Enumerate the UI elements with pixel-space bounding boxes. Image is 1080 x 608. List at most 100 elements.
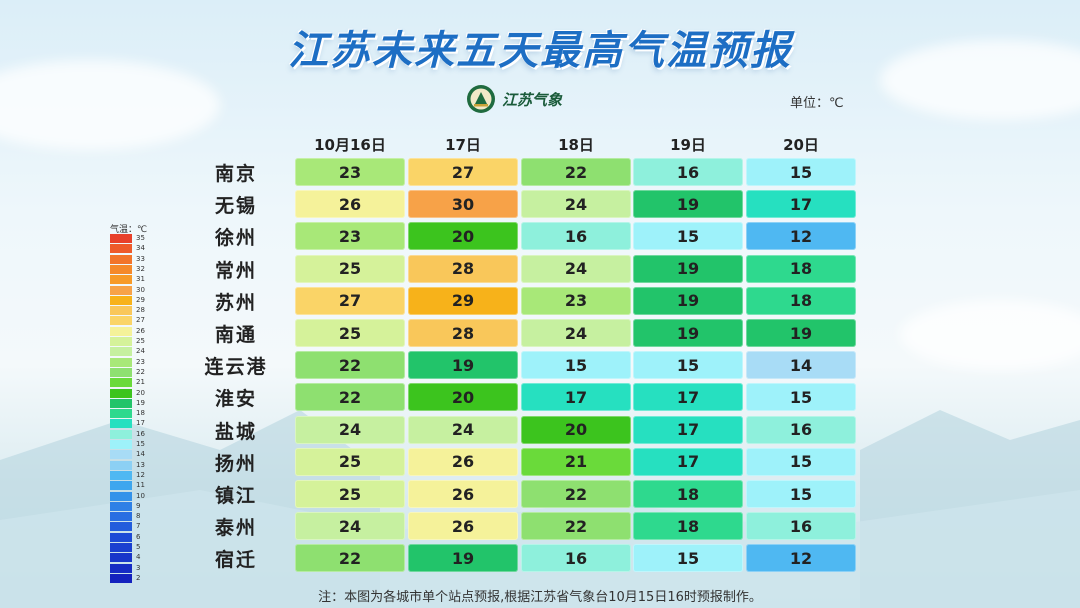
legend-swatch	[110, 429, 132, 439]
legend-label: 30	[136, 285, 145, 294]
city-label: 无锡	[214, 195, 257, 218]
legend-swatch	[110, 440, 132, 449]
legend-swatch	[110, 573, 132, 583]
legend-swatch	[110, 326, 132, 336]
temperature-cell: 18	[633, 512, 743, 541]
temperature-cell: 23	[295, 158, 405, 186]
temperature-cell: 30	[408, 190, 518, 219]
temperature-cell: 15	[633, 544, 743, 573]
temperature-cell: 15	[746, 383, 856, 412]
temperature-cell: 24	[408, 415, 518, 444]
temperature-cell: 19	[633, 286, 743, 315]
temperature-cell: 24	[521, 319, 631, 347]
date-header: 19日	[670, 136, 706, 154]
legend-label: 5	[136, 543, 141, 551]
legend-label: 26	[136, 326, 145, 335]
background-cloud	[0, 60, 220, 150]
temperature-cell: 28	[408, 254, 518, 283]
city-label: 镇江	[214, 485, 257, 507]
legend-label: 16	[136, 429, 145, 438]
temperature-cell: 19	[408, 544, 518, 573]
legend-label: 22	[136, 367, 145, 376]
legend-label: 7	[136, 522, 141, 531]
temperature-cell: 15	[633, 351, 743, 380]
temperature-cell: 22	[521, 158, 631, 186]
legend-swatch	[110, 306, 132, 316]
legend-label: 32	[136, 264, 145, 273]
temperature-cell: 20	[408, 383, 518, 412]
temperature-cell: 22	[521, 512, 631, 541]
temperature-cell: 15	[746, 158, 856, 186]
legend-swatch	[110, 388, 132, 398]
legend-label: 20	[136, 388, 145, 397]
temperature-cell: 26	[408, 512, 518, 541]
temperature-cell: 12	[746, 222, 856, 251]
temperature-cell: 14	[746, 351, 856, 380]
city-label: 徐州	[214, 227, 257, 250]
date-header: 17日	[445, 136, 481, 154]
temperature-cell: 24	[521, 254, 631, 283]
legend-swatch	[110, 285, 132, 295]
temperature-cell: 16	[746, 415, 856, 444]
temperature-cell: 18	[746, 286, 856, 315]
legend-label: 34	[136, 244, 145, 253]
temperature-cell: 22	[295, 351, 405, 380]
legend-swatch	[110, 264, 132, 274]
legend-label: 11	[136, 481, 145, 490]
legend-label: 14	[136, 450, 145, 459]
temperature-cell: 15	[746, 480, 856, 508]
temperature-cell: 26	[408, 447, 518, 476]
city-label: 连云港	[204, 356, 268, 379]
legend-swatch	[110, 409, 132, 419]
temperature-cell: 24	[295, 512, 405, 541]
temperature-cell: 19	[633, 319, 743, 347]
legend-label: 25	[136, 337, 145, 345]
temperature-cell: 16	[521, 222, 631, 251]
temperature-cell: 12	[746, 544, 856, 573]
legend-swatch	[110, 398, 132, 408]
temperature-cell: 28	[408, 319, 518, 347]
page-title: 江苏未来五天最高气温预报	[288, 28, 792, 74]
temperature-cell: 18	[746, 254, 856, 283]
legend-label: 4	[136, 553, 141, 562]
temperature-cell: 22	[295, 544, 405, 573]
legend-swatch	[110, 419, 132, 429]
temperature-cell: 17	[746, 190, 856, 219]
temperature-cell: 25	[295, 254, 405, 283]
city-label: 苏州	[214, 291, 257, 314]
legend-swatch	[110, 543, 132, 552]
unit-label: 单位：℃	[790, 96, 844, 111]
temperature-cell: 16	[521, 544, 631, 573]
legend-swatch	[110, 244, 132, 254]
temperature-cell: 17	[633, 447, 743, 476]
background-cloud	[880, 40, 1080, 120]
temperature-cell: 26	[295, 190, 405, 219]
legend-swatch	[110, 254, 132, 264]
legend-label: 28	[136, 306, 145, 315]
temperature-cell: 17	[633, 415, 743, 444]
city-label: 南通	[214, 324, 257, 346]
temperature-cell: 18	[633, 480, 743, 508]
city-label: 淮安	[214, 388, 257, 411]
temperature-cell: 27	[295, 286, 405, 315]
legend-swatch	[110, 522, 132, 532]
temperature-cell: 25	[295, 319, 405, 347]
legend-swatch	[110, 450, 132, 460]
legend-label: 18	[136, 409, 145, 418]
city-label: 泰州	[214, 517, 257, 540]
legend-swatch	[110, 347, 132, 357]
temperature-cell: 25	[295, 480, 405, 508]
legend-label: 3	[136, 563, 141, 572]
temperature-cell: 23	[295, 222, 405, 251]
legend-swatch	[110, 460, 132, 470]
temperature-cell: 25	[295, 447, 405, 476]
legend-label: 21	[136, 378, 145, 387]
legend-label: 29	[136, 295, 145, 304]
legend-label: 35	[136, 234, 145, 242]
legend-swatch	[110, 481, 132, 491]
legend-label: 33	[136, 254, 145, 263]
temperature-cell: 17	[633, 383, 743, 412]
temperature-cell: 19	[408, 351, 518, 380]
logo-text: 江苏气象	[502, 90, 563, 109]
legend-swatch	[110, 532, 132, 542]
